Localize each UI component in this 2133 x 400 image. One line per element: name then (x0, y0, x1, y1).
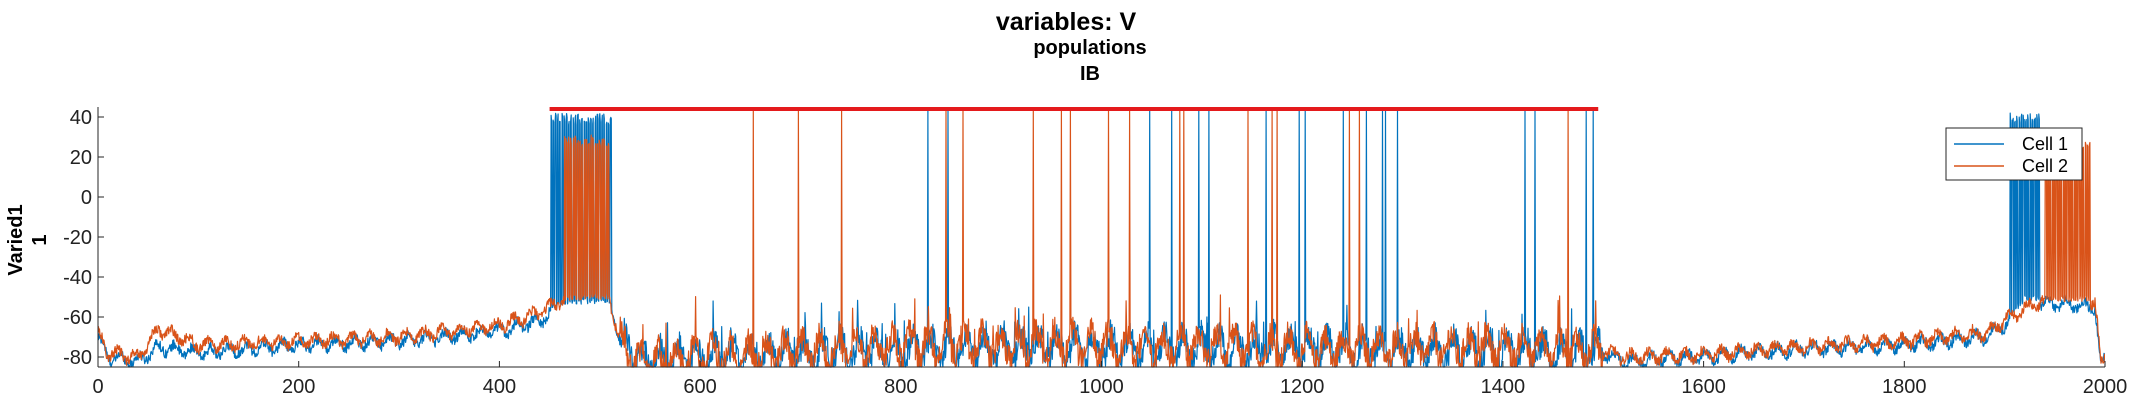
y-tick-label: 40 (70, 107, 92, 129)
x-tick-label: 1200 (1280, 376, 1325, 398)
x-tick-label: 400 (483, 376, 516, 398)
y-tick-label: 0 (81, 187, 92, 209)
y-tick-label: 20 (70, 147, 92, 169)
y-axis-label-line-2: 1 (29, 234, 51, 245)
x-tick-label: 2000 (2083, 376, 2128, 398)
y-tick-label: -60 (63, 307, 92, 329)
x-tick-label: 1000 (1079, 376, 1124, 398)
chart-subtitle-line-2: IB (1080, 63, 1100, 85)
y-tick-label: -40 (63, 267, 92, 289)
y-tick-label: -20 (63, 227, 92, 249)
x-tick-label: 1400 (1481, 376, 1526, 398)
legend-label-cell-2: Cell 2 (2022, 156, 2068, 176)
x-tick-label: 1800 (1882, 376, 1927, 398)
legend-box (1945, 127, 2083, 181)
x-tick-label: 0 (92, 376, 103, 398)
y-tick-label: -80 (63, 347, 92, 369)
y-axis-label: Varied1 1 (5, 204, 51, 275)
series-line-cell-2 (98, 110, 2105, 368)
x-tick-label: 1600 (1681, 376, 1726, 398)
plot-area (98, 107, 2105, 368)
x-tick-label: 600 (683, 376, 716, 398)
x-tick-label: 800 (884, 376, 917, 398)
chart-subtitle-line-1: populations (1033, 37, 1146, 59)
y-axis-label-line-1: Varied1 (5, 204, 27, 275)
chart-title: variables: V (996, 8, 1137, 36)
series-line-cell-1 (98, 110, 2105, 368)
x-tick-label: 200 (282, 376, 315, 398)
legend-label-cell-1: Cell 1 (2022, 134, 2068, 154)
axes: 0 200 400 600 800 1000 1200 1400 1600 1800 2000402… (63, 107, 2127, 398)
